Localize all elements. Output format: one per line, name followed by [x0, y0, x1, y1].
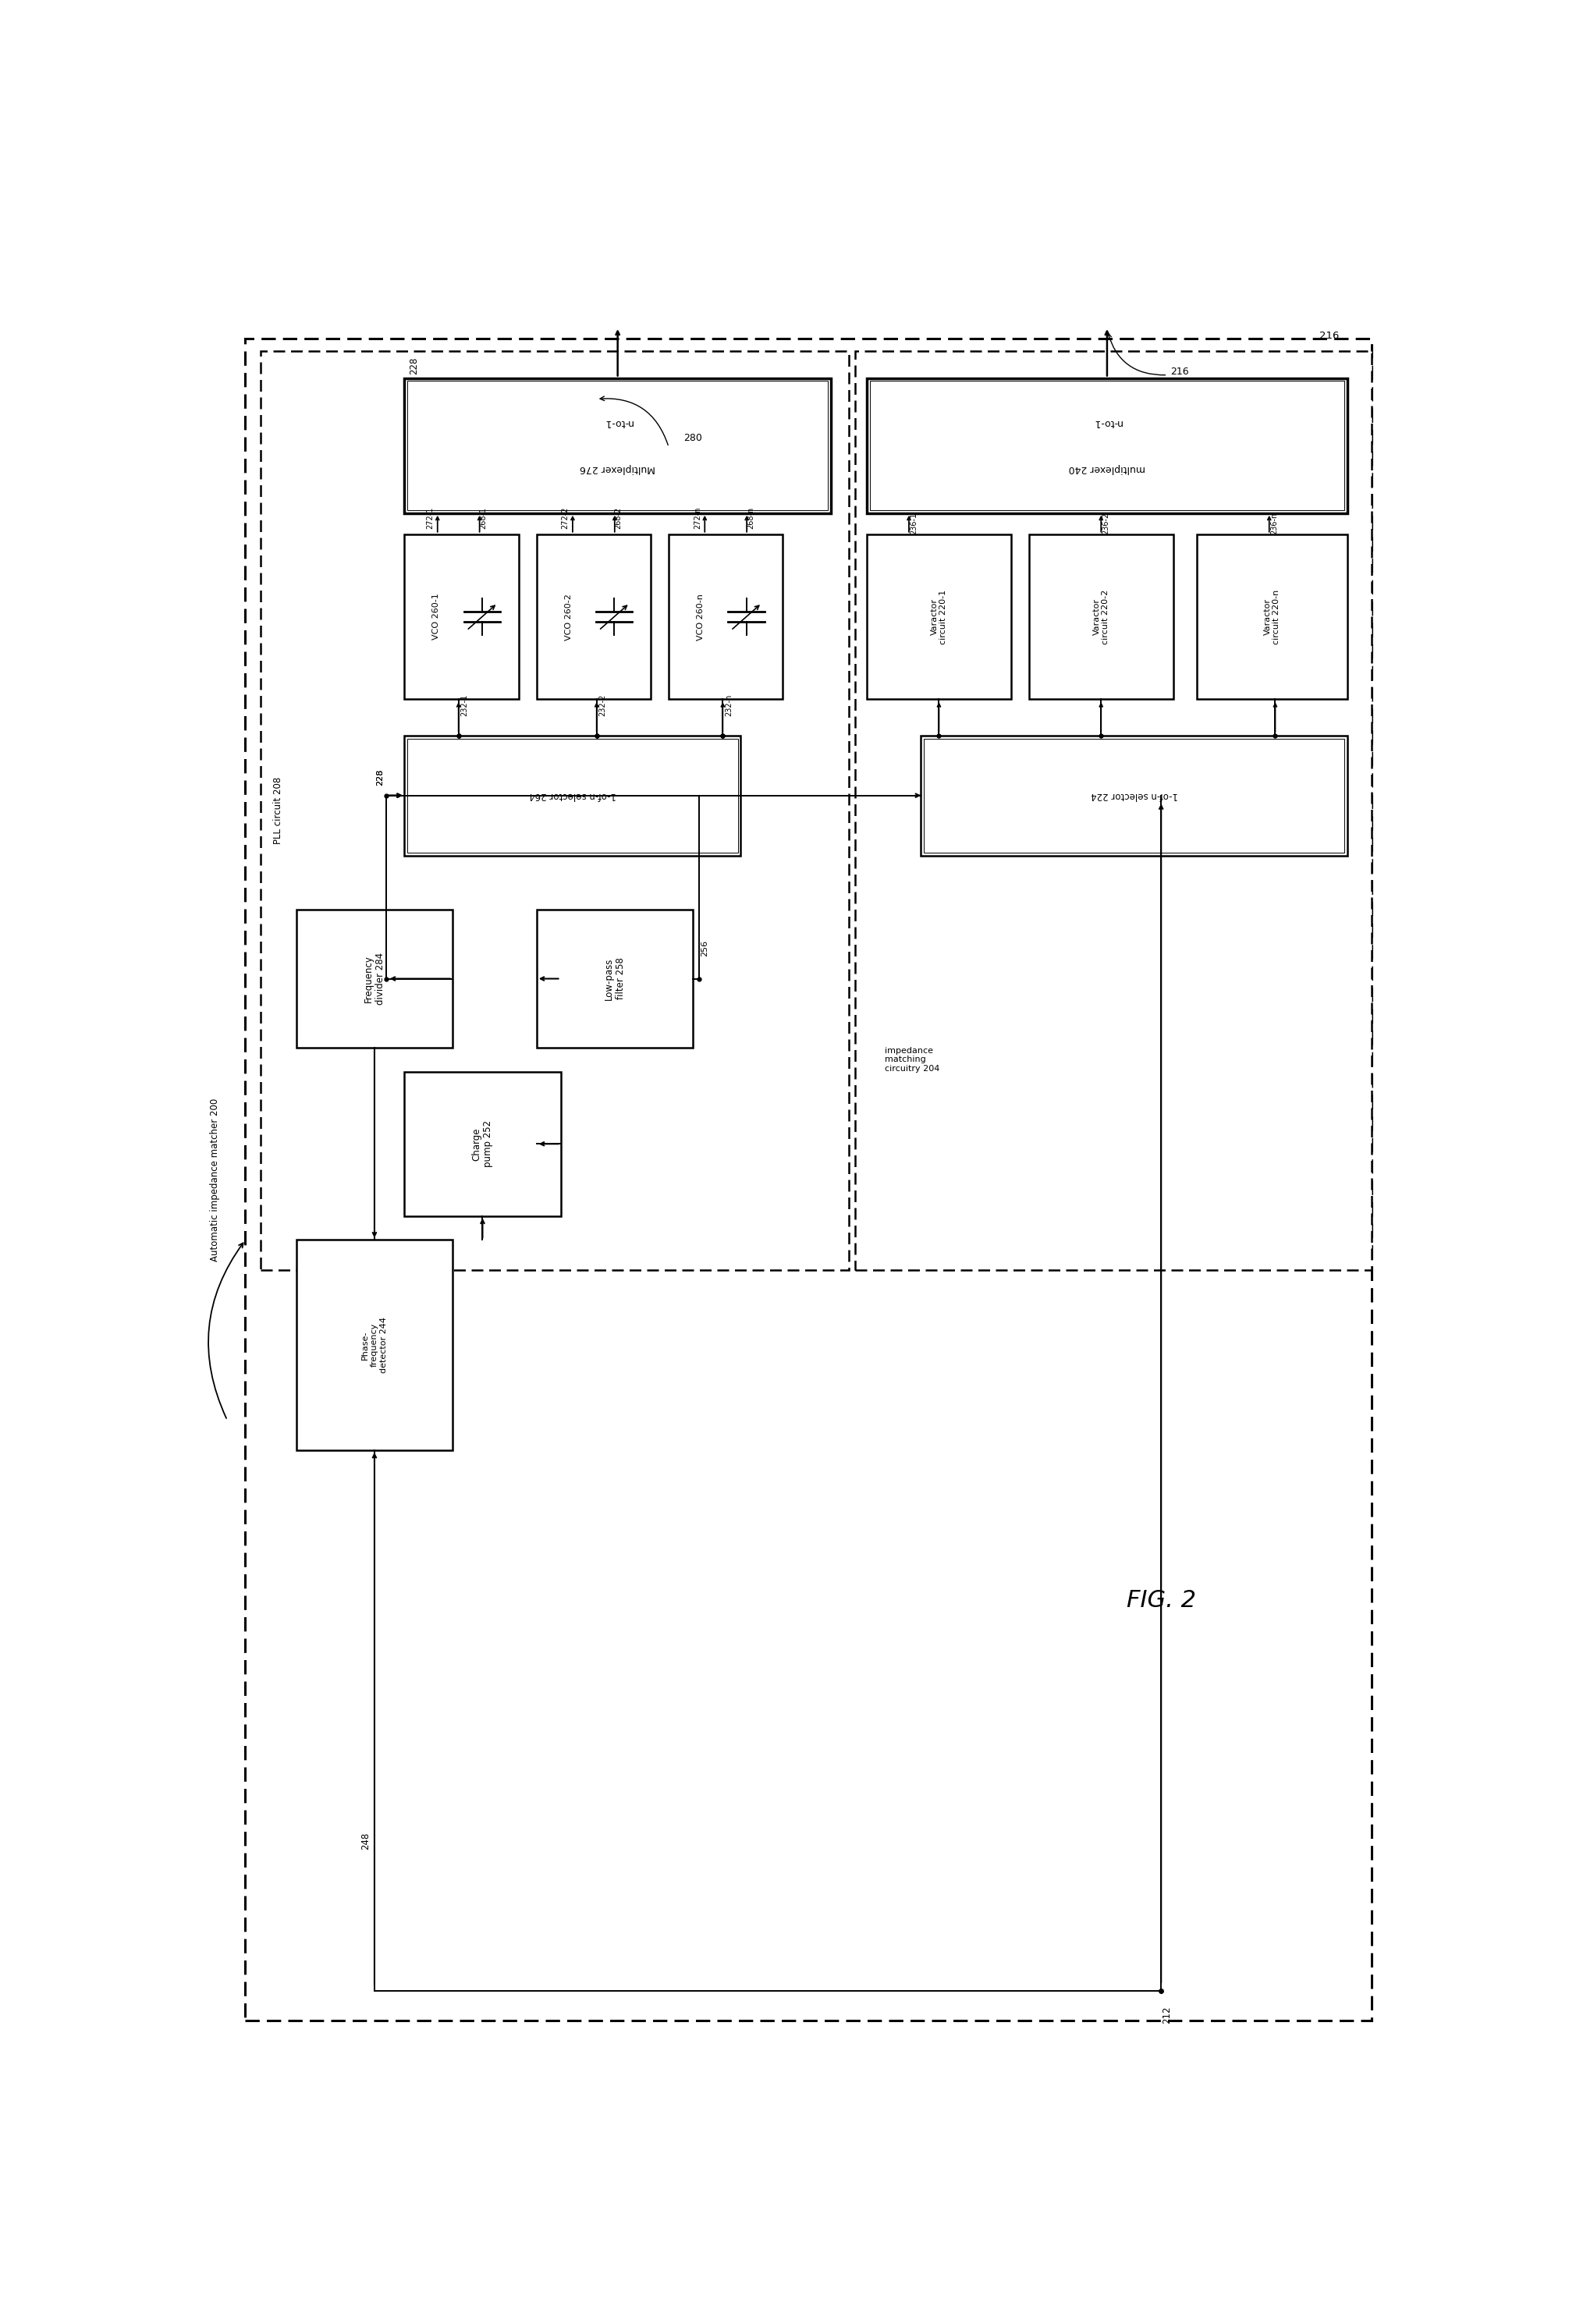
FancyBboxPatch shape [260, 351, 849, 1269]
Text: Phase-
frequency
detector 244: Phase- frequency detector 244 [361, 1318, 388, 1373]
Text: FIG. 2: FIG. 2 [1127, 1590, 1196, 1613]
Text: 1-of-n selector 224: 1-of-n selector 224 [1090, 790, 1178, 799]
Text: Multiplexer 276: Multiplexer 276 [581, 462, 656, 474]
Text: multiplexer 240: multiplexer 240 [1068, 462, 1145, 474]
FancyBboxPatch shape [921, 734, 1348, 855]
Text: 268-2: 268-2 [615, 507, 623, 528]
Text: 216: 216 [1320, 330, 1338, 342]
FancyBboxPatch shape [245, 339, 1371, 2022]
FancyBboxPatch shape [405, 379, 832, 514]
Text: n-to-1: n-to-1 [1092, 418, 1122, 428]
Text: PLL circuit 208: PLL circuit 208 [273, 776, 284, 844]
Text: 1-of-n selector 264: 1-of-n selector 264 [529, 790, 617, 799]
FancyBboxPatch shape [405, 535, 519, 700]
Text: 236-2: 236-2 [1101, 514, 1109, 535]
Text: VCO 260-1: VCO 260-1 [433, 593, 441, 639]
Text: 272-1: 272-1 [427, 507, 435, 528]
FancyBboxPatch shape [408, 739, 737, 853]
FancyBboxPatch shape [405, 1071, 560, 1215]
Text: Varactor
circuit 220-1: Varactor circuit 220-1 [930, 590, 948, 644]
FancyBboxPatch shape [405, 734, 741, 855]
FancyBboxPatch shape [1197, 535, 1348, 700]
FancyBboxPatch shape [297, 1241, 452, 1450]
FancyBboxPatch shape [866, 379, 1348, 514]
FancyBboxPatch shape [855, 351, 1371, 1269]
FancyBboxPatch shape [297, 909, 452, 1048]
Text: 232-n: 232-n [725, 695, 733, 716]
Text: 228: 228 [410, 358, 419, 374]
Text: 228: 228 [377, 769, 384, 786]
FancyBboxPatch shape [408, 381, 828, 511]
Text: 280: 280 [684, 432, 701, 444]
FancyBboxPatch shape [924, 739, 1345, 853]
FancyBboxPatch shape [537, 909, 693, 1048]
Text: 212: 212 [1163, 2006, 1172, 2024]
Text: 232-1: 232-1 [461, 695, 469, 716]
Text: 228: 228 [377, 769, 384, 786]
FancyBboxPatch shape [668, 535, 783, 700]
Text: VCO 260-2: VCO 260-2 [565, 593, 573, 639]
Text: 272-2: 272-2 [562, 507, 570, 530]
Text: 268-n: 268-n [747, 507, 755, 528]
FancyBboxPatch shape [537, 535, 651, 700]
FancyBboxPatch shape [1029, 535, 1174, 700]
Text: 236-n: 236-n [1271, 514, 1277, 535]
Text: Frequency
divider 284: Frequency divider 284 [364, 953, 386, 1004]
Text: 256: 256 [701, 941, 709, 957]
Text: impedance
matching
circuitry 204: impedance matching circuitry 204 [885, 1046, 940, 1074]
Text: VCO 260-n: VCO 260-n [697, 593, 704, 639]
Text: 236-1: 236-1 [910, 514, 918, 535]
Text: 272-n: 272-n [693, 507, 701, 530]
Text: 216: 216 [1170, 367, 1189, 376]
Text: Varactor
circuit 220-2: Varactor circuit 220-2 [1092, 590, 1109, 644]
Text: Automatic impedance matcher 200: Automatic impedance matcher 200 [210, 1099, 220, 1262]
Text: n-to-1: n-to-1 [602, 418, 632, 428]
Text: Charge
pump 252: Charge pump 252 [472, 1120, 494, 1167]
FancyBboxPatch shape [869, 381, 1345, 511]
Text: 232-2: 232-2 [599, 695, 607, 716]
Text: 268-1: 268-1 [479, 507, 486, 528]
FancyBboxPatch shape [866, 535, 1010, 700]
Text: Varactor
circuit 220-n: Varactor circuit 220-n [1263, 590, 1280, 644]
Text: 248: 248 [361, 1831, 372, 1850]
Text: Low-pass
filter 258: Low-pass filter 258 [604, 957, 626, 999]
